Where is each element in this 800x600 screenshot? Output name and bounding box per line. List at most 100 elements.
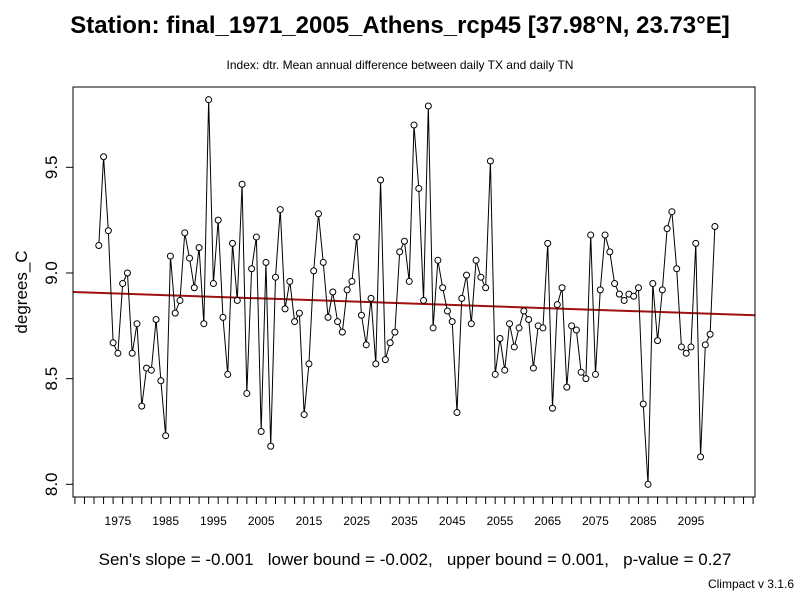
data-point xyxy=(314,210,322,218)
data-point xyxy=(463,271,471,279)
data-point xyxy=(582,375,590,383)
data-point xyxy=(310,267,318,275)
data-point xyxy=(348,277,356,285)
data-point xyxy=(439,284,447,292)
data-point xyxy=(95,242,103,250)
data-point xyxy=(343,286,351,294)
data-point xyxy=(558,284,566,292)
data-point xyxy=(186,254,194,262)
data-point xyxy=(549,404,557,412)
data-point xyxy=(639,400,647,408)
data-point xyxy=(711,222,719,230)
data-point xyxy=(467,320,475,328)
data-point xyxy=(181,229,189,237)
data-point xyxy=(271,273,279,281)
data-point xyxy=(267,442,275,450)
data-point xyxy=(649,280,657,288)
data-point xyxy=(568,322,576,330)
data-point xyxy=(434,256,442,264)
data-point xyxy=(334,318,342,326)
data-point xyxy=(329,288,337,296)
sens-slope-statistics: Sen's slope = -0.001 lower bound = -0.00… xyxy=(98,550,732,569)
data-point xyxy=(386,339,394,347)
data-point xyxy=(443,307,451,315)
data-point xyxy=(205,96,213,104)
y-axis-label: degrees_C xyxy=(12,250,31,333)
data-point xyxy=(630,292,638,300)
data-point xyxy=(257,427,265,435)
data-point xyxy=(591,370,599,378)
data-point xyxy=(577,368,585,376)
x-tick-label: 2065 xyxy=(534,514,561,528)
data-point xyxy=(176,296,184,304)
data-point xyxy=(133,320,141,328)
data-point xyxy=(615,290,623,298)
data-point xyxy=(295,309,303,317)
data-point xyxy=(611,280,619,288)
page-subtitle: Index: dtr. Mean annual difference betwe… xyxy=(226,58,574,72)
data-point xyxy=(658,286,666,294)
data-point xyxy=(238,180,246,188)
data-point xyxy=(233,296,241,304)
data-point xyxy=(706,330,714,338)
data-point xyxy=(128,349,136,357)
data-point xyxy=(453,408,461,416)
data-point xyxy=(171,309,179,317)
data-point xyxy=(123,269,131,277)
data-point xyxy=(510,343,518,351)
data-point xyxy=(219,313,227,321)
data-point xyxy=(673,265,681,273)
x-tick-label: 2035 xyxy=(391,514,418,528)
data-point xyxy=(248,265,256,273)
data-point xyxy=(391,328,399,336)
x-tick-label: 2005 xyxy=(248,514,275,528)
data-point xyxy=(553,301,561,309)
data-point xyxy=(252,233,260,241)
data-point xyxy=(372,360,380,368)
data-point xyxy=(687,343,695,351)
data-point xyxy=(190,284,198,292)
data-point xyxy=(429,324,437,332)
data-point xyxy=(166,252,174,260)
data-point xyxy=(276,206,284,214)
dtr-series-line xyxy=(98,99,716,485)
data-point xyxy=(415,184,423,192)
data-point xyxy=(157,377,165,385)
data-point xyxy=(486,157,494,165)
data-point xyxy=(644,480,652,488)
data-point xyxy=(319,258,327,266)
data-point xyxy=(396,248,404,256)
data-point xyxy=(572,326,580,334)
y-tick-label: 9.5 xyxy=(42,155,61,179)
data-point xyxy=(367,294,375,302)
x-tick-label: 1985 xyxy=(152,514,179,528)
data-point xyxy=(114,349,122,357)
data-point xyxy=(620,296,628,304)
data-point xyxy=(338,328,346,336)
data-point xyxy=(362,341,370,349)
data-point xyxy=(377,176,385,184)
data-point xyxy=(654,337,662,345)
data-point xyxy=(506,320,514,328)
y-tick-label: 8.5 xyxy=(42,367,61,391)
data-point xyxy=(496,334,504,342)
data-point xyxy=(606,248,614,256)
page-title: Station: final_1971_2005_Athens_rcp45 [3… xyxy=(70,12,730,39)
data-point xyxy=(634,284,642,292)
data-point xyxy=(357,311,365,319)
data-point xyxy=(472,256,480,264)
x-tick-label: 1975 xyxy=(105,514,132,528)
data-point xyxy=(410,121,418,129)
data-point xyxy=(424,102,432,110)
data-point xyxy=(243,389,251,397)
data-point xyxy=(262,258,270,266)
data-point xyxy=(100,153,108,161)
x-tick-label: 2075 xyxy=(582,514,609,528)
data-point xyxy=(482,284,490,292)
data-point xyxy=(291,318,299,326)
data-point xyxy=(601,231,609,239)
data-point xyxy=(677,343,685,351)
data-point xyxy=(544,239,552,247)
data-point xyxy=(353,233,361,241)
data-point xyxy=(701,341,709,349)
